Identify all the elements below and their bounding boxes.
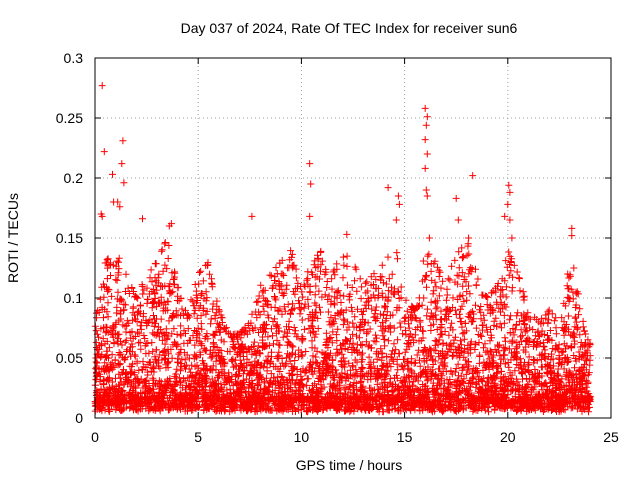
y-tick-label: 0 (75, 410, 83, 426)
x-tick-label: 25 (603, 429, 619, 445)
x-tick-label: 5 (194, 429, 202, 445)
y-tick-label: 0.15 (56, 230, 83, 246)
x-tick-label: 15 (397, 429, 413, 445)
x-axis-label: GPS time / hours (296, 457, 403, 473)
y-tick-label: 0.3 (64, 50, 84, 66)
y-axis-label: ROTI / TECUs (5, 193, 21, 283)
y-tick-label: 0.2 (64, 170, 84, 186)
x-tick-label: 0 (91, 429, 99, 445)
data-points (91, 82, 594, 416)
y-tick-label: 0.1 (64, 290, 84, 306)
y-tick-label: 0.05 (56, 350, 83, 366)
x-tick-label: 10 (294, 429, 310, 445)
roti-markers (91, 82, 594, 416)
tick-labels: 0 5 10 15 20 25 0 0.05 0.1 0.15 0.2 0.25 0.3 (56, 50, 619, 445)
chart-title: Day 037 of 2024, Rate Of TEC Index for r… (181, 20, 518, 36)
y-tick-label: 0.25 (56, 110, 83, 126)
x-tick-label: 20 (500, 429, 516, 445)
plot-frame (94, 57, 612, 419)
